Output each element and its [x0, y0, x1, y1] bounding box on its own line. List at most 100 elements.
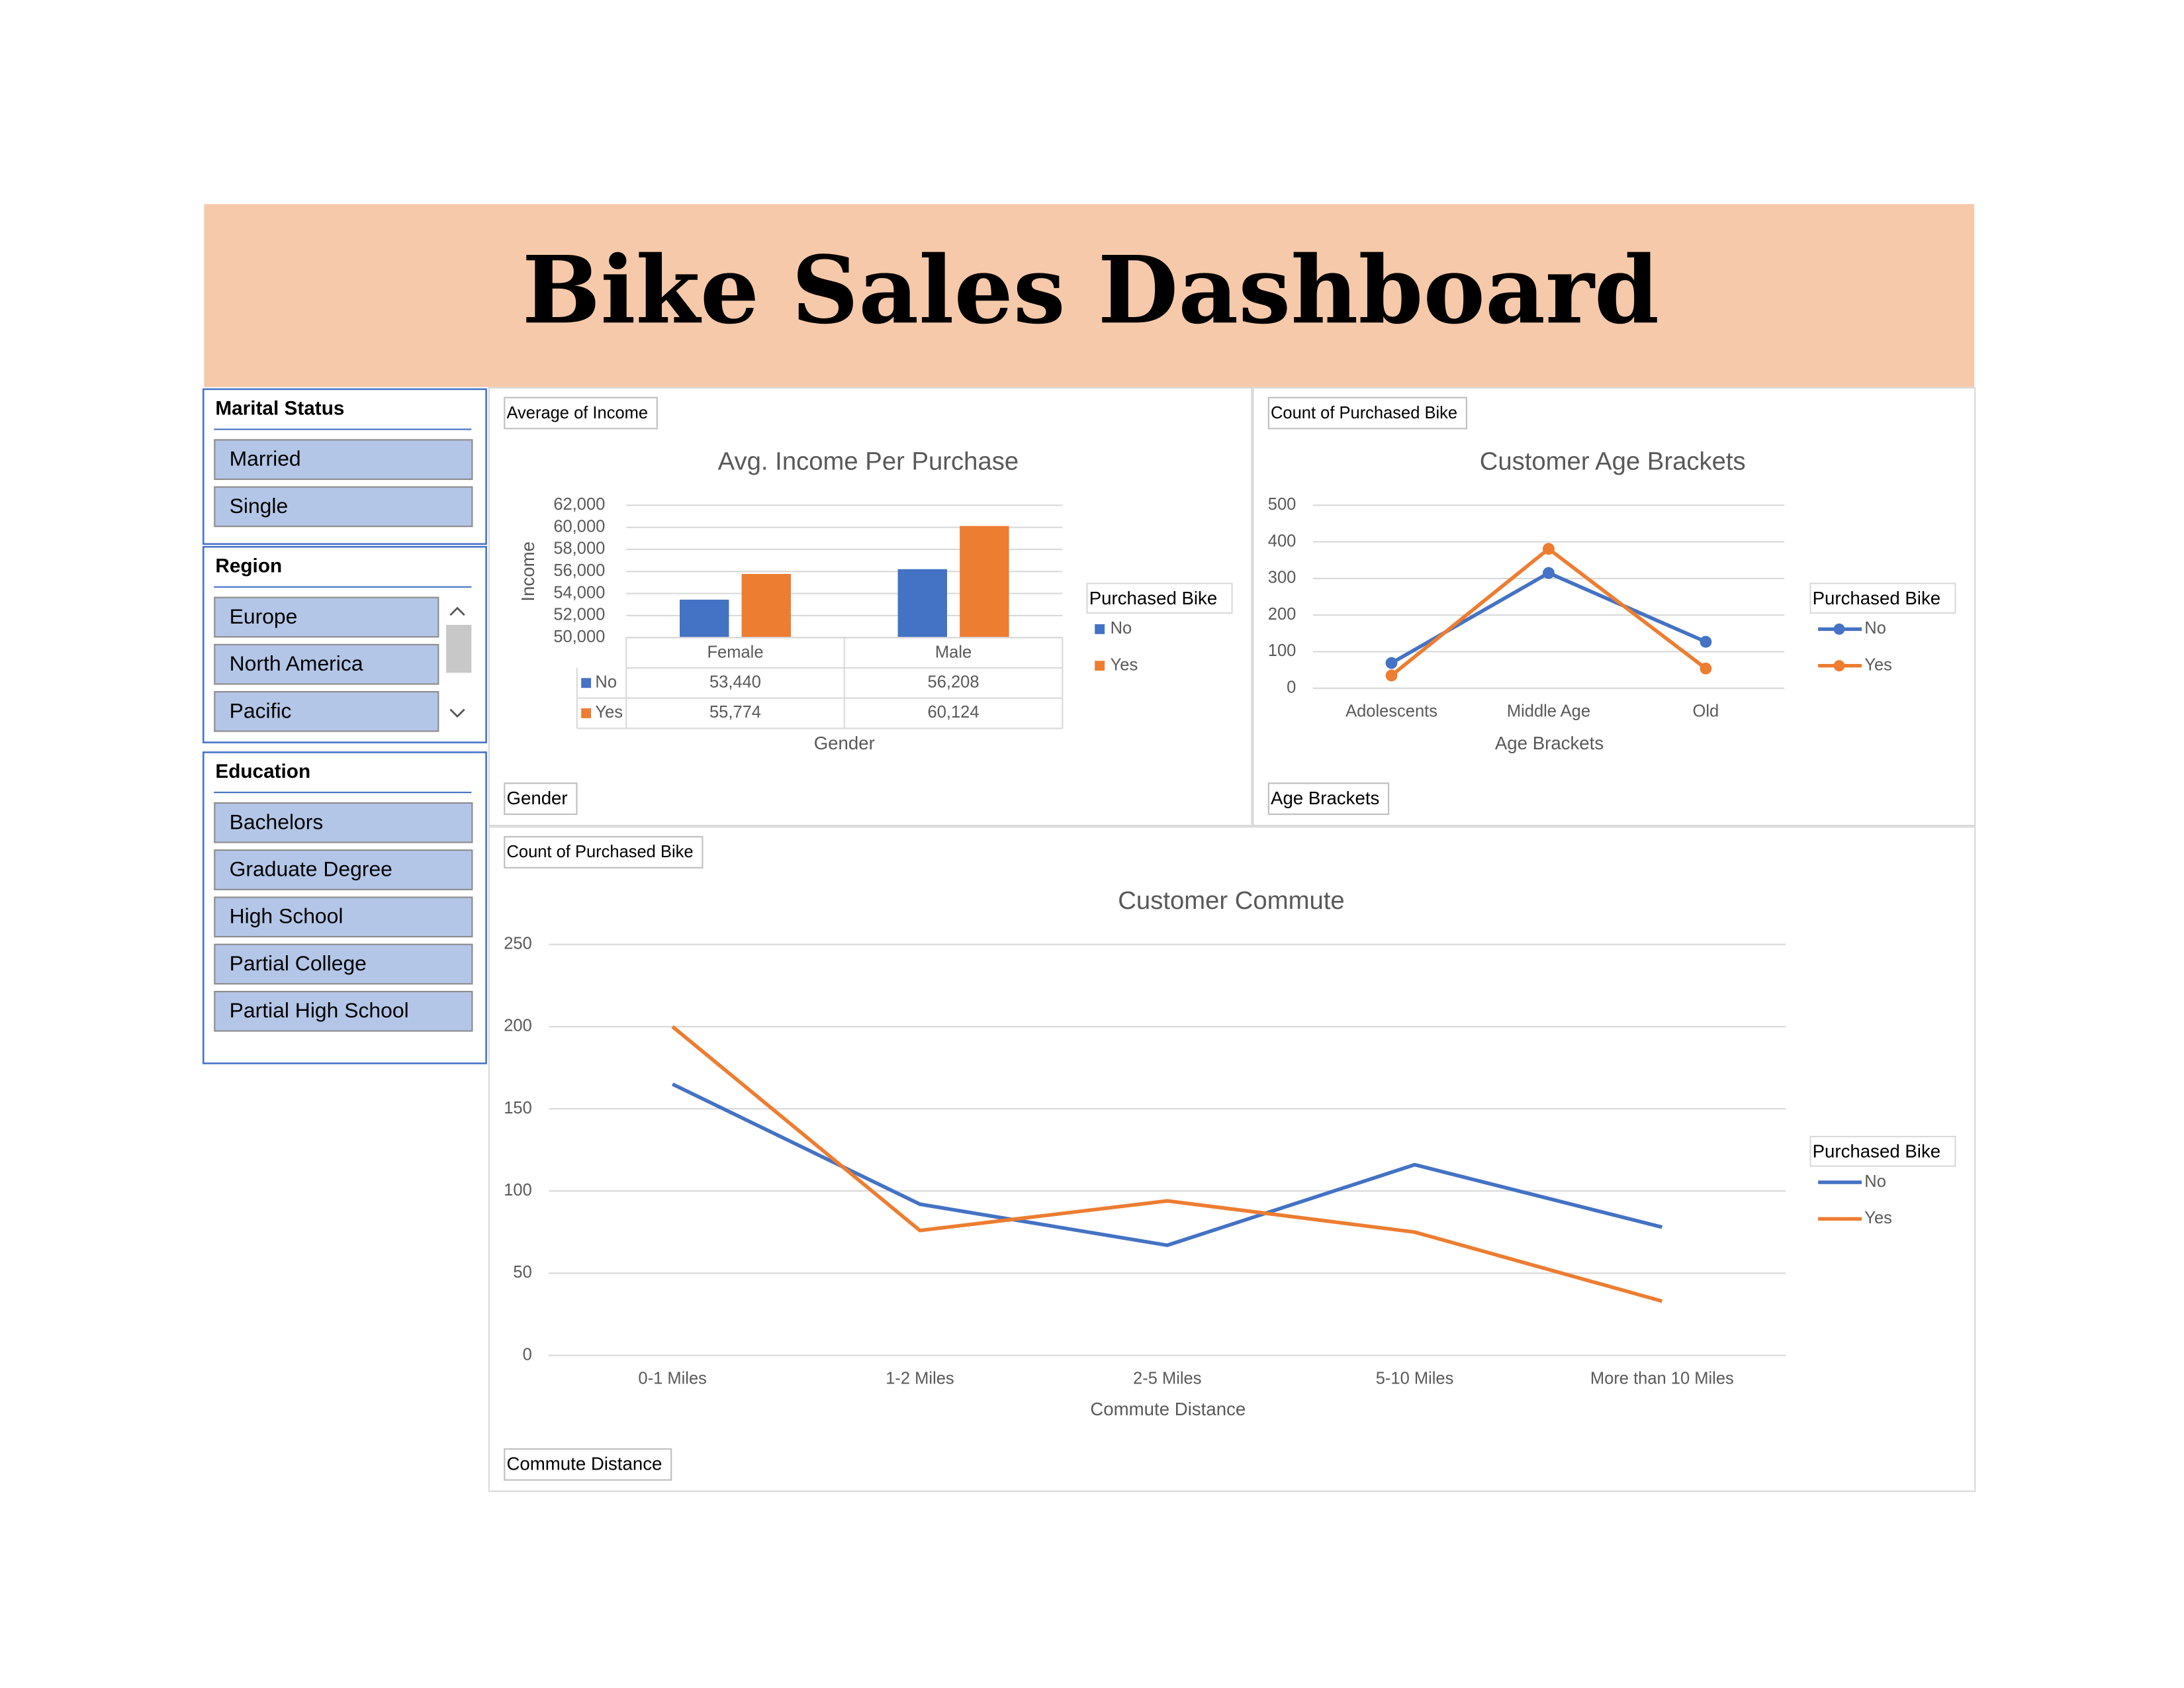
y-tick-label: 200 [1268, 605, 1297, 624]
chart-title: Customer Age Brackets [1480, 447, 1746, 476]
data-label: 56,208 [928, 673, 979, 691]
legend-title: Purchased Bike [1813, 588, 1940, 608]
slicer-item-label: High School [230, 904, 343, 928]
y-tick-label: 52,000 [553, 606, 605, 624]
slicer-item[interactable] [214, 802, 473, 843]
header-band [204, 204, 1975, 387]
y-tick-label: 60,000 [553, 517, 605, 536]
field-button[interactable] [504, 397, 658, 430]
y-tick-label: 0 [523, 1345, 532, 1364]
legend-label: Yes [1111, 655, 1138, 674]
slicer-item[interactable] [214, 643, 439, 685]
y-tick-label: 100 [504, 1181, 532, 1199]
field-button-label: Count of Purchased Bike [506, 843, 693, 861]
slicer-item[interactable] [214, 990, 473, 1032]
x-tick-label: Male [935, 643, 972, 661]
legend-key [1095, 624, 1105, 634]
slicer-item[interactable] [214, 943, 473, 985]
y-tick-label: 0 [1287, 678, 1296, 696]
data-label: 60,124 [928, 703, 979, 722]
marker [1543, 567, 1555, 579]
y-tick-label: 150 [504, 1099, 532, 1117]
slicer-item[interactable] [214, 439, 473, 481]
field-button[interactable] [1267, 782, 1390, 816]
bar [960, 526, 1009, 638]
field-button-label: Average of Income [506, 404, 648, 422]
slicer-item[interactable] [214, 690, 439, 732]
legend-box [1809, 1135, 1956, 1167]
field-button-label: Commute Distance [506, 1454, 662, 1474]
scroll-down[interactable] [449, 708, 465, 718]
chart-panel [488, 826, 1976, 1492]
scroll-thumb[interactable] [446, 625, 472, 673]
y-tick-label: 50 [513, 1263, 531, 1282]
line [671, 1025, 1663, 1303]
table-series-label: Yes [595, 703, 623, 722]
table-legend-key [581, 708, 592, 718]
slicer-item-label: North America [230, 651, 363, 675]
legend-label: No [1111, 619, 1132, 637]
bar [897, 569, 947, 638]
slicer-item[interactable] [214, 896, 473, 938]
y-tick-label: 50,000 [553, 628, 605, 646]
y-tick-label: 62,000 [553, 495, 605, 514]
x-tick-label: Adolescents [1345, 702, 1437, 721]
field-button[interactable] [504, 782, 578, 816]
slicer-item-label: Partial High School [230, 998, 409, 1022]
slicer-item[interactable] [214, 596, 439, 638]
legend-title: Purchased Bike [1089, 588, 1217, 608]
x-axis-label: Commute Distance [1090, 1399, 1246, 1419]
slicer-item[interactable] [214, 486, 473, 528]
table-series-label: No [595, 673, 617, 691]
marker [1700, 635, 1712, 648]
field-button-label: Age Brackets [1271, 788, 1379, 808]
y-axis-label: Income [518, 541, 538, 602]
data-label: 53,440 [709, 673, 761, 691]
slicer-item[interactable] [214, 849, 473, 890]
field-button-label: Count of Purchased Bike [1271, 404, 1457, 422]
x-tick-label: Old [1693, 702, 1719, 721]
table-legend-key [581, 678, 592, 688]
legend-box [1086, 583, 1233, 614]
field-button[interactable] [504, 1448, 672, 1481]
marker [1700, 662, 1712, 675]
slicer-item-label: Graduate Degree [230, 857, 392, 881]
x-axis-label: Gender [814, 733, 875, 753]
legend-label: Yes [1864, 655, 1892, 674]
y-tick-label: 58,000 [553, 539, 605, 558]
scroll-up[interactable] [449, 606, 465, 616]
x-axis-label: Age Brackets [1495, 733, 1604, 753]
legend-box [1809, 583, 1956, 614]
legend-marker [1833, 623, 1845, 635]
field-button[interactable] [1267, 397, 1468, 430]
legend-key [1095, 661, 1105, 671]
field-button-label: Gender [506, 788, 567, 808]
marker [1385, 669, 1398, 682]
slicer-title: Region [215, 555, 282, 577]
slicer-item-label: Bachelors [230, 810, 324, 833]
slicer-item-label: Europe [230, 604, 298, 628]
x-tick-label: 5-10 Miles [1376, 1369, 1454, 1387]
slicer-title: Marital Status [215, 398, 344, 420]
x-tick-label: Middle Age [1507, 702, 1590, 721]
slicer-item-label: Partial College [230, 951, 367, 975]
legend-label: No [1864, 619, 1886, 637]
dashboard-title: Bike Sales Dashboard [522, 236, 1659, 345]
x-tick-label: 1-2 Miles [886, 1369, 954, 1387]
y-tick-label: 100 [1268, 641, 1297, 660]
data-label: 55,774 [709, 703, 761, 722]
field-button[interactable] [504, 835, 704, 868]
chart-panel [1252, 387, 1976, 827]
bar [680, 599, 729, 638]
bar [741, 574, 791, 638]
slicer-item-label: Pacific [230, 698, 292, 722]
legend-label: No [1864, 1172, 1886, 1191]
legend-marker [1833, 660, 1845, 672]
y-tick-label: 400 [1268, 532, 1297, 550]
x-tick-label: 2-5 Miles [1133, 1369, 1201, 1387]
chart-title: Avg. Income Per Purchase [718, 447, 1019, 476]
y-tick-label: 250 [504, 934, 532, 953]
x-tick-label: Female [707, 643, 763, 661]
